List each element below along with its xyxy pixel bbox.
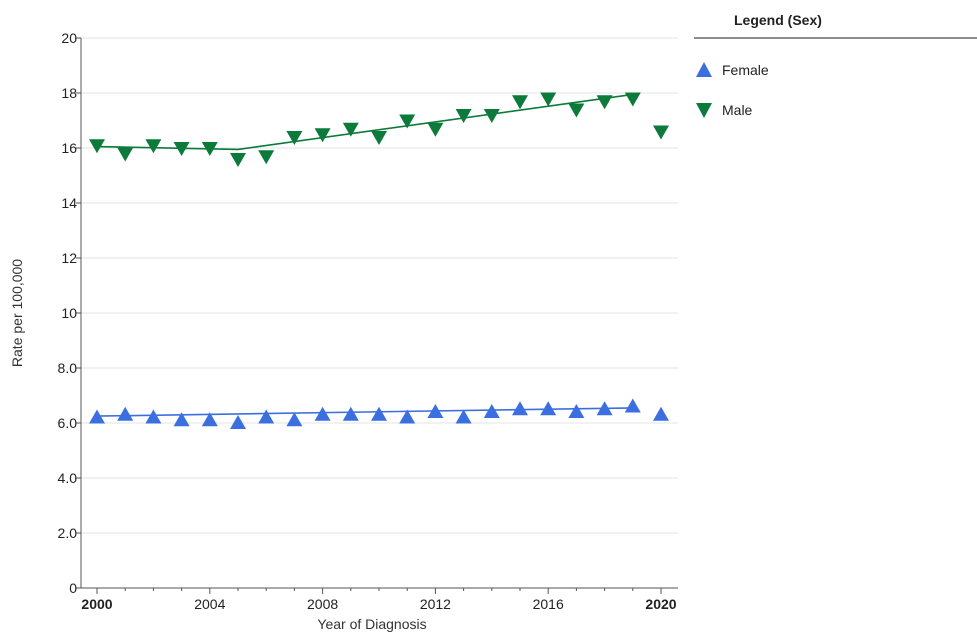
data-point-male[interactable] [371, 131, 387, 145]
data-point-male[interactable] [483, 109, 500, 123]
data-point-female[interactable] [286, 412, 303, 427]
x-tick-label: 2004 [194, 596, 225, 612]
x-axis-title: Year of Diagnosis [317, 616, 426, 632]
y-tick-label: 14 [61, 195, 77, 211]
y-tick-label: 4.0 [58, 470, 78, 486]
data-points [89, 92, 669, 429]
x-tick-label: 2012 [420, 596, 451, 612]
data-point-male[interactable] [201, 142, 218, 156]
y-tick-label: 2.0 [58, 525, 78, 541]
gridlines [81, 37, 678, 534]
x-axis-ticks: 2000 2004 2008 2012 2016 2020 [81, 588, 677, 612]
data-point-male[interactable] [230, 153, 246, 167]
data-point-male[interactable] [596, 95, 613, 110]
data-point-female[interactable] [624, 398, 641, 413]
y-tick-label: 10 [61, 305, 77, 321]
legend-item-female[interactable]: Female [694, 60, 769, 80]
data-point-male[interactable] [173, 142, 190, 156]
data-point-male[interactable] [512, 95, 528, 110]
y-tick-label: 20 [61, 30, 77, 46]
data-point-male[interactable] [624, 92, 641, 107]
y-tick-label: 12 [61, 250, 77, 266]
legend-item-male[interactable]: Male [694, 100, 752, 120]
triangle-down-icon [696, 103, 712, 118]
data-point-female[interactable] [399, 409, 416, 424]
y-tick-label: 8.0 [58, 360, 78, 376]
data-point-male[interactable] [117, 147, 134, 162]
data-point-male[interactable] [399, 114, 416, 129]
data-point-female[interactable] [230, 415, 246, 429]
data-point-female[interactable] [540, 401, 557, 416]
y-axis-ticks: 0 2.0 4.0 6.0 8.0 10 12 14 16 18 20 [58, 30, 81, 596]
y-axis-title: Rate per 100,000 [9, 259, 25, 367]
data-point-male[interactable] [145, 139, 162, 154]
y-tick-label: 0 [69, 580, 77, 596]
data-point-male[interactable] [89, 139, 105, 154]
data-point-female[interactable] [201, 412, 218, 427]
data-point-female[interactable] [427, 404, 444, 418]
x-tick-label: 2000 [81, 596, 112, 612]
data-point-male[interactable] [314, 128, 331, 143]
y-tick-label: 6.0 [58, 415, 78, 431]
data-point-male[interactable] [653, 125, 669, 140]
data-point-female[interactable] [258, 409, 275, 424]
x-tick-label: 2020 [645, 596, 676, 612]
legend-divider [694, 37, 977, 39]
y-tick-label: 18 [61, 85, 77, 101]
data-point-female[interactable] [89, 409, 105, 424]
data-point-male[interactable] [427, 122, 444, 137]
data-point-female[interactable] [173, 412, 190, 427]
data-point-female[interactable] [596, 401, 613, 416]
x-tick-label: 2008 [307, 596, 338, 612]
data-point-female[interactable] [512, 401, 528, 416]
data-point-female[interactable] [568, 404, 585, 418]
data-point-female[interactable] [117, 406, 134, 421]
data-point-male[interactable] [258, 150, 275, 165]
data-point-female[interactable] [314, 406, 331, 421]
data-point-female[interactable] [342, 406, 359, 421]
data-point-male[interactable] [540, 92, 557, 107]
trend-line-male [96, 93, 633, 151]
trend-line-female [96, 407, 633, 417]
data-point-male[interactable] [568, 103, 585, 118]
data-point-female[interactable] [371, 406, 387, 421]
legend-label-female: Female [722, 62, 769, 78]
data-point-male[interactable] [342, 122, 359, 137]
data-point-female[interactable] [483, 404, 500, 418]
x-tick-label: 2016 [533, 596, 564, 612]
data-point-male[interactable] [286, 131, 303, 145]
legend-label-male: Male [722, 102, 753, 118]
legend-title: Legend (Sex) [734, 12, 822, 28]
data-point-female[interactable] [455, 409, 472, 424]
y-tick-label: 16 [61, 140, 77, 156]
trend-lines [96, 93, 633, 417]
data-point-female[interactable] [653, 406, 669, 421]
triangle-up-icon [696, 62, 712, 77]
data-point-male[interactable] [455, 109, 472, 123]
data-point-female[interactable] [145, 409, 162, 424]
